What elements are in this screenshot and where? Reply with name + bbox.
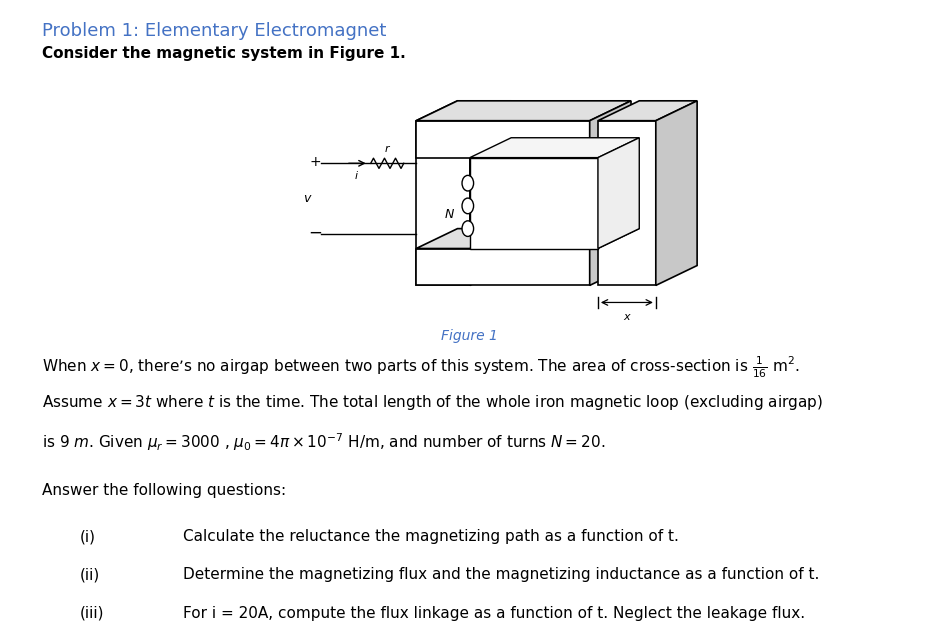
Polygon shape — [416, 101, 511, 121]
Text: Figure 1: Figure 1 — [441, 329, 498, 343]
Polygon shape — [470, 101, 511, 286]
Text: (i): (i) — [80, 529, 96, 544]
Polygon shape — [416, 101, 631, 121]
Text: −: − — [308, 224, 322, 242]
Ellipse shape — [462, 221, 473, 236]
Polygon shape — [598, 121, 655, 286]
Ellipse shape — [462, 175, 473, 191]
Text: N: N — [444, 208, 454, 221]
Polygon shape — [590, 101, 631, 158]
Polygon shape — [470, 229, 639, 249]
Polygon shape — [590, 229, 631, 286]
Polygon shape — [470, 138, 639, 158]
Text: is 9 $m$. Given $\mu_r = 3000$ , $\mu_0 = 4\pi \times 10^{-7}$ H/m, and number o: is 9 $m$. Given $\mu_r = 3000$ , $\mu_0 … — [42, 431, 606, 453]
Text: (iii): (iii) — [80, 606, 104, 620]
Text: When $x = 0$, there’s no airgap between two parts of this system. The area of cr: When $x = 0$, there’s no airgap between … — [42, 355, 800, 380]
Polygon shape — [470, 158, 598, 249]
Text: Assume $x = 3t$ where $t$ is the time. The total length of the whole iron magnet: Assume $x = 3t$ where $t$ is the time. T… — [42, 393, 824, 412]
Polygon shape — [416, 229, 631, 249]
Text: For i = 20A, compute the flux linkage as a function of t. Neglect the leakage fl: For i = 20A, compute the flux linkage as… — [183, 606, 806, 620]
Text: Determine the magnetizing flux and the magnetizing inductance as a function of t: Determine the magnetizing flux and the m… — [183, 567, 820, 582]
Text: r: r — [385, 144, 390, 154]
Ellipse shape — [462, 198, 473, 213]
Polygon shape — [416, 121, 590, 158]
Text: i: i — [355, 171, 358, 181]
Text: Problem 1: Elementary Electromagnet: Problem 1: Elementary Electromagnet — [42, 22, 387, 40]
Polygon shape — [416, 249, 590, 286]
Polygon shape — [416, 121, 470, 286]
Polygon shape — [598, 101, 697, 121]
Text: Consider the magnetic system in Figure 1.: Consider the magnetic system in Figure 1… — [42, 46, 406, 61]
Text: Calculate the reluctance the magnetizing path as a function of t.: Calculate the reluctance the magnetizing… — [183, 529, 679, 544]
Text: Answer the following questions:: Answer the following questions: — [42, 483, 286, 498]
Text: x: x — [623, 312, 630, 323]
Polygon shape — [655, 101, 697, 286]
Text: (ii): (ii) — [80, 567, 100, 582]
Text: v: v — [303, 192, 311, 205]
Polygon shape — [598, 138, 639, 249]
Text: +: + — [309, 155, 321, 169]
